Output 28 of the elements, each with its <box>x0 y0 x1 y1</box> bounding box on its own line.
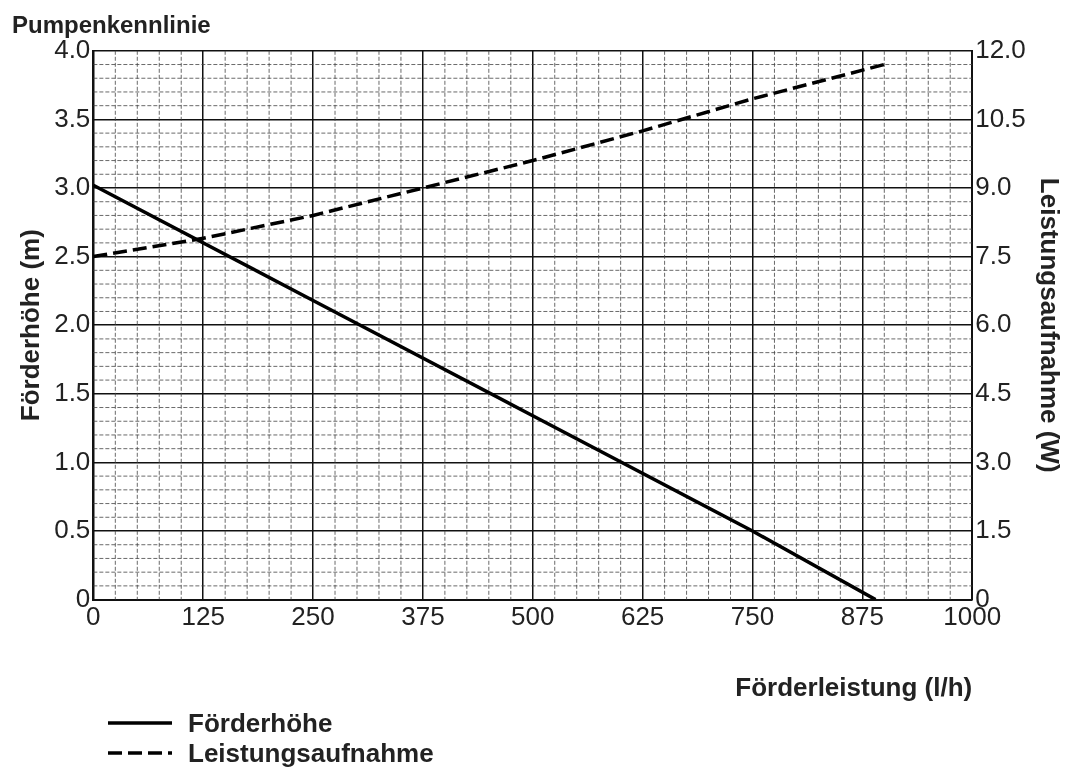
y2-tick-label: 6.0 <box>975 308 1012 339</box>
x-tick-label: 375 <box>401 601 445 632</box>
y-axis-title: Förderhöhe (m) <box>14 229 45 422</box>
x-tick-label: 250 <box>291 601 335 632</box>
y-tick-label: 0.5 <box>54 514 91 545</box>
y-tick-label: 3.5 <box>54 102 91 133</box>
x-tick-label: 125 <box>181 601 225 632</box>
y2-tick-label: 7.5 <box>975 239 1012 270</box>
y-tick-label: 2.5 <box>54 239 91 270</box>
y-tick-label: 1.5 <box>54 376 91 407</box>
y2-tick-label: 12.0 <box>975 33 1026 64</box>
x-tick-label: 500 <box>511 601 555 632</box>
x-tick-label: 750 <box>730 601 775 632</box>
y2-tick-label: 10.5 <box>975 102 1026 133</box>
y2-tick-label: 1.5 <box>975 514 1012 545</box>
legend-label: Förderhöhe <box>188 708 333 738</box>
y-tick-label: 1.0 <box>54 445 91 476</box>
y2-tick-label: 4.5 <box>975 376 1012 407</box>
x-tick-label: 625 <box>620 601 665 632</box>
y2-tick-label: 3.0 <box>975 445 1012 476</box>
chart-title: Pumpenkennlinie <box>12 11 211 39</box>
y2-tick-label: 9.0 <box>975 171 1012 202</box>
y2-axis-title: Leistungsaufnahme (W) <box>1035 177 1066 473</box>
x-axis-title: Förderleistung (l/h) <box>735 671 973 702</box>
legend-label: Leistungsaufnahme <box>188 738 434 768</box>
y-tick-label: 3.0 <box>54 171 91 202</box>
x-tick-label: 875 <box>840 601 885 632</box>
y-tick-label: 2.0 <box>54 308 91 339</box>
